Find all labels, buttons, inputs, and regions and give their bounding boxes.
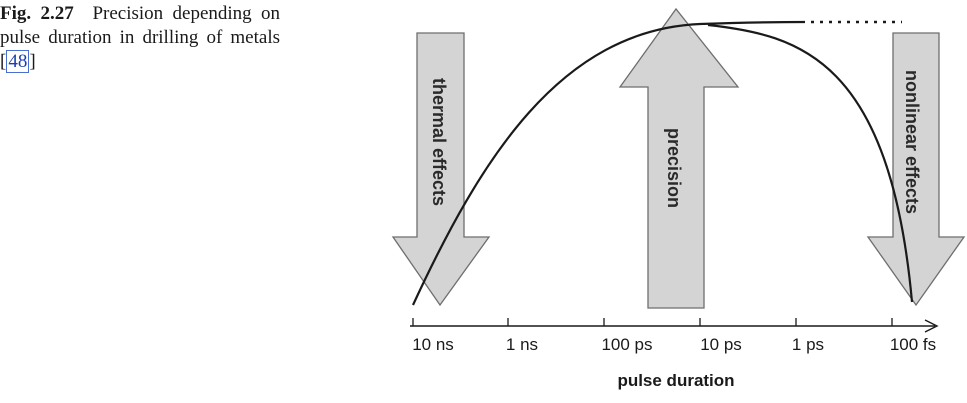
precision-arrow-shape [618, 7, 740, 309]
thermal-effects-arrow: thermal effects [391, 32, 491, 307]
tick-label-1ns: 1 ns [506, 335, 538, 354]
axis-arrowhead [924, 319, 939, 333]
tick-label-1ps: 1 ps [792, 335, 824, 354]
figure-caption: Fig. 2.27 Precision depending on pulse d… [0, 2, 280, 74]
precision-arrow: precision [618, 7, 740, 309]
axis-title: pulse duration [617, 371, 734, 390]
caption-text-end: ] [29, 51, 36, 72]
caption-text: Precision depending on pulse duration in… [0, 3, 281, 72]
pulse-duration-axis: 10 ns 1 ns 100 ps 10 ps 1 ps 100 fs puls… [410, 318, 939, 390]
nonlinear-falloff-curve [707, 23, 914, 303]
reference-link[interactable]: 48 [6, 50, 30, 73]
tick-label-100ps: 100 ps [601, 335, 652, 354]
tick-label-10ps: 10 ps [700, 335, 742, 354]
precision-diagram: thermal effects precision nonlinear effe… [391, 7, 966, 390]
thermal-effects-label: thermal effects [429, 78, 449, 206]
tick-label-10ns: 10 ns [412, 335, 454, 354]
figure-label: Fig. 2.27 [0, 3, 74, 24]
precision-label: precision [664, 128, 684, 208]
precision-curve [412, 20, 806, 306]
tick-label-100fs: 100 fs [890, 335, 936, 354]
nonlinear-effects-label: nonlinear effects [902, 70, 922, 214]
nonlinear-effects-arrow-shape [866, 32, 966, 307]
thermal-effects-arrow-shape [391, 32, 491, 307]
nonlinear-effects-arrow: nonlinear effects [866, 32, 966, 307]
